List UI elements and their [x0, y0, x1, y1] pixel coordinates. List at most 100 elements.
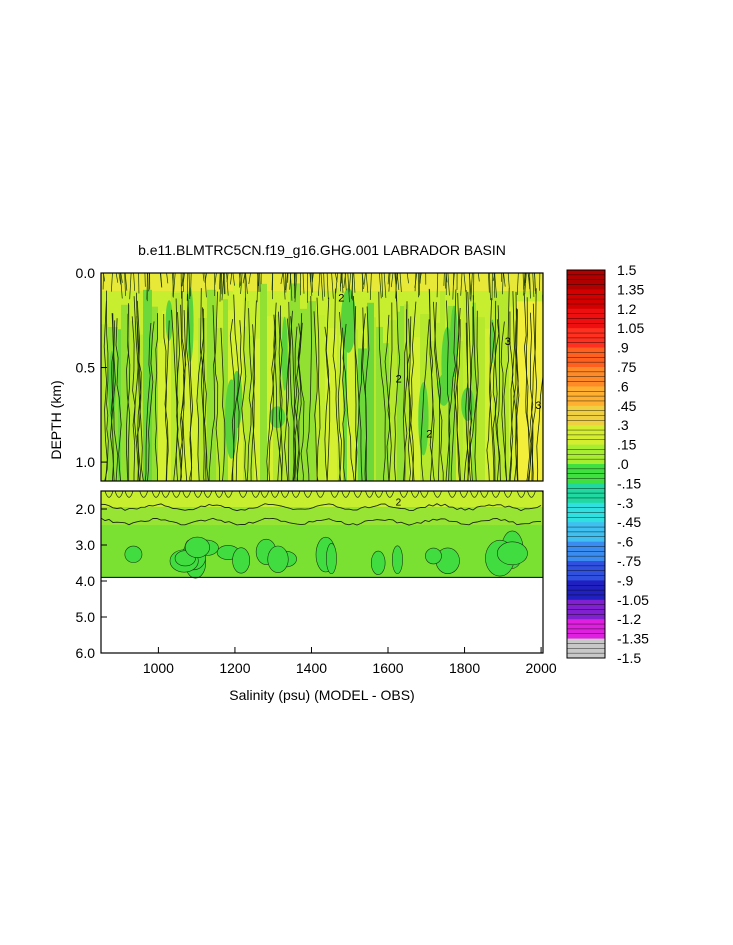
contour-segment [399, 273, 402, 293]
field-streak [300, 308, 307, 481]
contour-line [101, 503, 542, 512]
contour-line [467, 291, 473, 481]
contour-scallop [503, 491, 513, 498]
contour-segment [202, 273, 205, 282]
contour-segment [331, 273, 334, 299]
contour-line [273, 302, 283, 481]
contour-line [468, 306, 474, 481]
contour-line [362, 307, 367, 481]
field-streak [400, 305, 404, 481]
y-tick-label: 0.5 [76, 360, 96, 376]
contour-segment [489, 273, 491, 301]
colorbar-label: -.45 [617, 514, 641, 530]
contour-segment [353, 273, 356, 293]
contour-segment [204, 273, 207, 283]
contour-segment [283, 273, 286, 300]
y-axis-label: DEPTH (km) [48, 380, 64, 459]
contour-segment [239, 273, 241, 288]
contour-scallop [399, 491, 409, 498]
contour-scallop [374, 491, 384, 498]
colorbar-label: -1.35 [617, 631, 649, 647]
contour-segment [224, 273, 226, 295]
contour-line [453, 307, 461, 481]
contour-line [445, 289, 457, 481]
contour-line [292, 326, 298, 481]
contour-line [126, 303, 131, 481]
field-streak [158, 343, 162, 481]
field-streak [429, 341, 435, 481]
colorbar-label: .45 [617, 398, 637, 414]
contour-segment [280, 273, 284, 285]
x-tick-label: 1800 [449, 660, 480, 676]
contour-segment [103, 273, 106, 282]
cool-pocket [269, 406, 286, 429]
contour-scallop [151, 491, 161, 498]
contour-line [290, 316, 295, 481]
contour-scallop [459, 491, 469, 498]
contour-scallop [385, 491, 395, 498]
colorbar-label: .9 [617, 340, 629, 356]
contour-segment [323, 273, 325, 297]
contour-line [111, 313, 119, 481]
contour-line [296, 322, 303, 481]
contour-segment [383, 273, 387, 298]
contour-segment [294, 273, 298, 303]
upper-panel-contours: 3 3 2 2 2 [102, 273, 543, 481]
contour-segment [502, 273, 504, 295]
field-streak [194, 340, 198, 481]
contour-scallop [410, 491, 420, 498]
contour-segment [488, 273, 490, 293]
lower-upper-band [101, 491, 543, 508]
cool-pocket [165, 300, 173, 341]
contour-segment [115, 273, 119, 283]
contour-scallop [161, 491, 170, 498]
contour-line [342, 323, 355, 481]
contour-line [324, 326, 331, 481]
contour-line [212, 305, 220, 481]
contour-line [467, 295, 478, 481]
contour-segment [118, 273, 122, 285]
contour-scallop [260, 491, 270, 498]
x-tick-label: 2000 [526, 660, 557, 676]
contour-line [407, 318, 412, 481]
contour-scallop [470, 491, 479, 498]
contour-scallop [480, 491, 489, 498]
cool-pocket [461, 387, 475, 421]
contour-segment [369, 273, 372, 300]
field-streak [404, 304, 409, 481]
contour-segment [318, 273, 321, 296]
contour-segment [320, 273, 324, 301]
contour-line [251, 300, 258, 481]
contour-segment [419, 273, 422, 284]
contour-segment [406, 273, 409, 284]
contour-line [144, 322, 152, 481]
contour-line [486, 322, 496, 481]
contour-label: 3 [505, 336, 511, 348]
contour-scallop [291, 491, 301, 498]
contour-segment [524, 273, 527, 295]
contour-segment [492, 273, 496, 282]
contour-line [179, 310, 186, 481]
contour-line [104, 290, 109, 481]
contour-line [313, 311, 318, 481]
field-streak [223, 299, 228, 481]
field-streak [260, 283, 267, 481]
field-streak [247, 301, 249, 481]
contour-segment [240, 273, 243, 294]
field-streak [328, 328, 337, 481]
contour-segment [477, 273, 480, 282]
contour-scallop [316, 491, 325, 498]
contour-segment [133, 273, 136, 291]
field-streak [184, 332, 194, 481]
lower-y-axis: 2.0 3.0 4.0 5.0 6.0 [76, 501, 107, 661]
field-streak [101, 324, 108, 481]
contour-scallop [353, 491, 363, 498]
contour-line [429, 289, 435, 481]
contour-segment [452, 273, 455, 300]
contour-line [316, 297, 321, 481]
contour-line [433, 301, 444, 481]
contour-line [513, 291, 519, 481]
contour-segment [230, 273, 233, 285]
contour-scallop [330, 491, 339, 498]
y-tick-label: 3.0 [76, 537, 96, 553]
